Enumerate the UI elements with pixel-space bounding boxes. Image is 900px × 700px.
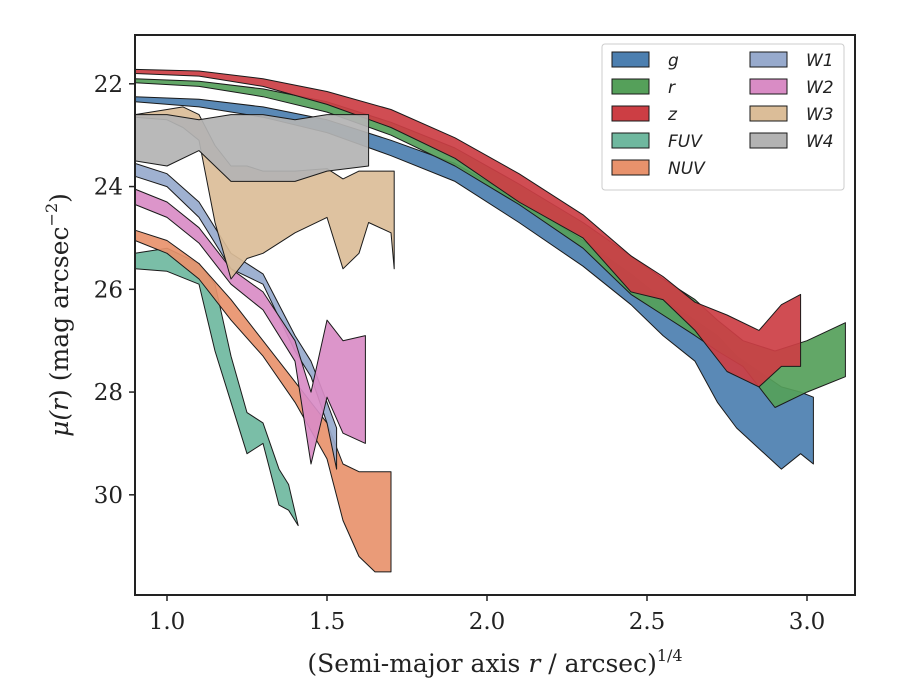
y-axis-label-close: ) — [45, 193, 74, 203]
legend-swatch-w2 — [749, 78, 788, 95]
x-axis-label-exp: 1/4 — [657, 646, 683, 665]
y-tick-label: 26 — [94, 277, 123, 303]
legend-label-r: r — [668, 78, 676, 98]
y-axis-label-exp: −2 — [42, 203, 61, 227]
x-axis-label-main: (Semi-major axis — [307, 649, 528, 678]
legend-swatch-z — [611, 105, 650, 122]
x-axis-label-var: r — [528, 649, 542, 678]
y-tick-label: 28 — [94, 380, 123, 406]
legend-label-g: g — [668, 51, 679, 71]
legend-swatch-w4 — [749, 132, 788, 149]
legend-swatch-w1 — [749, 51, 788, 68]
y-axis-label-var: r — [45, 397, 74, 411]
legend-items: grz FUV NUV W1 W2 W3 W4 — [611, 51, 834, 179]
band-nuv — [134, 229, 392, 573]
legend: grz FUV NUV W1 W2 W3 W4 — [601, 43, 845, 191]
legend-label-w4: W4 — [806, 132, 834, 152]
plot-frame — [134, 34, 856, 596]
x-tick-label: 3.0 — [789, 609, 826, 635]
legend-swatch-g — [611, 51, 650, 68]
x-ticks: 1.0 1.5 2.0 2.5 3.0 — [149, 595, 826, 635]
legend-swatch-fuv — [611, 132, 650, 149]
x-axis-label: (Semi-major axis r / arcsec)1/4 — [307, 646, 682, 678]
x-tick-label: 2.0 — [469, 609, 506, 635]
legend-label-fuv: FUV — [668, 132, 703, 152]
y-tick-label: 24 — [94, 175, 123, 201]
x-tick-label: 2.5 — [629, 609, 666, 635]
legend-label-w3: W3 — [806, 105, 834, 125]
band-w2 — [134, 188, 366, 465]
legend-label-z: z — [667, 105, 678, 125]
y-tick-label: 30 — [94, 483, 123, 509]
legend-label-nuv: NUV — [668, 159, 706, 179]
band-w4 — [134, 114, 370, 182]
y-axis-label-rest: ) (mag arcsec — [45, 226, 74, 399]
band-z — [134, 68, 802, 388]
legend-swatch-r — [611, 78, 650, 95]
x-tick-label: 1.0 — [149, 609, 186, 635]
legend-swatch-nuv — [611, 159, 650, 176]
legend-label-w1: W1 — [806, 51, 834, 71]
y-ticks: 22 24 26 28 30 — [94, 72, 135, 509]
legend-swatch-w3 — [749, 105, 788, 122]
legend-label-w2: W2 — [806, 78, 834, 98]
y-axis-label-mu: μ( — [45, 410, 74, 437]
series-layer — [134, 68, 846, 573]
x-tick-label: 1.5 — [309, 609, 346, 635]
y-axis-label: μ(r) (mag arcsec−2) — [42, 193, 74, 437]
x-axis-label-tail: / arcsec) — [540, 649, 657, 678]
y-tick-label: 22 — [94, 72, 123, 98]
